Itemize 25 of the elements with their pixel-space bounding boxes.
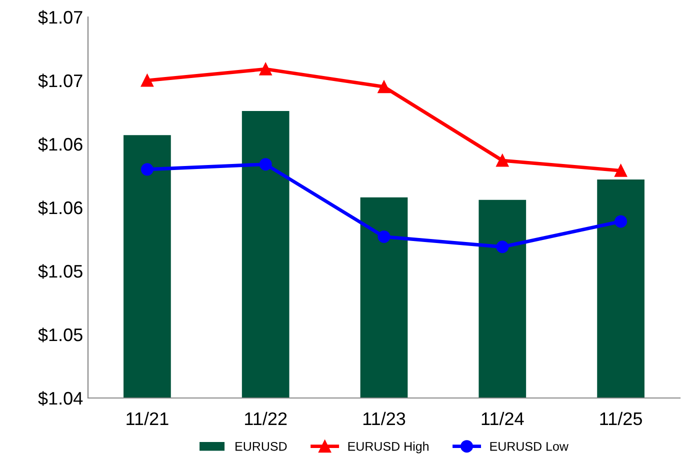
point — [496, 240, 509, 254]
x-tick-label: 11/22 — [245, 412, 287, 426]
y-tick-label: $1.05 — [38, 328, 82, 342]
y-tick-label: $1.07 — [38, 74, 82, 88]
point — [614, 164, 628, 177]
point — [259, 62, 272, 76]
x-tick-label: 11/25 — [600, 412, 642, 426]
legend-label: EURUSD High — [348, 442, 428, 454]
point — [140, 163, 154, 176]
y-tick-label: $1.05 — [38, 264, 82, 279]
point — [614, 215, 628, 228]
x-tick-label: 11/23 — [363, 412, 406, 426]
y-tick-label: $1.06 — [38, 137, 82, 152]
point — [140, 74, 154, 87]
y-tick-label: $1.06 — [38, 200, 82, 216]
point — [378, 80, 390, 94]
y-tick-label: $1.07 — [38, 10, 82, 25]
x-tick-label: 11/24 — [482, 412, 524, 426]
point — [496, 154, 509, 167]
legend-label: EURUSD — [236, 442, 287, 451]
y-tick-label: $1.04 — [38, 391, 83, 406]
point — [378, 230, 390, 243]
point — [259, 158, 272, 171]
x-tick-label: 11/21 — [126, 412, 168, 426]
legend-label: EURUSD Low — [490, 442, 568, 451]
